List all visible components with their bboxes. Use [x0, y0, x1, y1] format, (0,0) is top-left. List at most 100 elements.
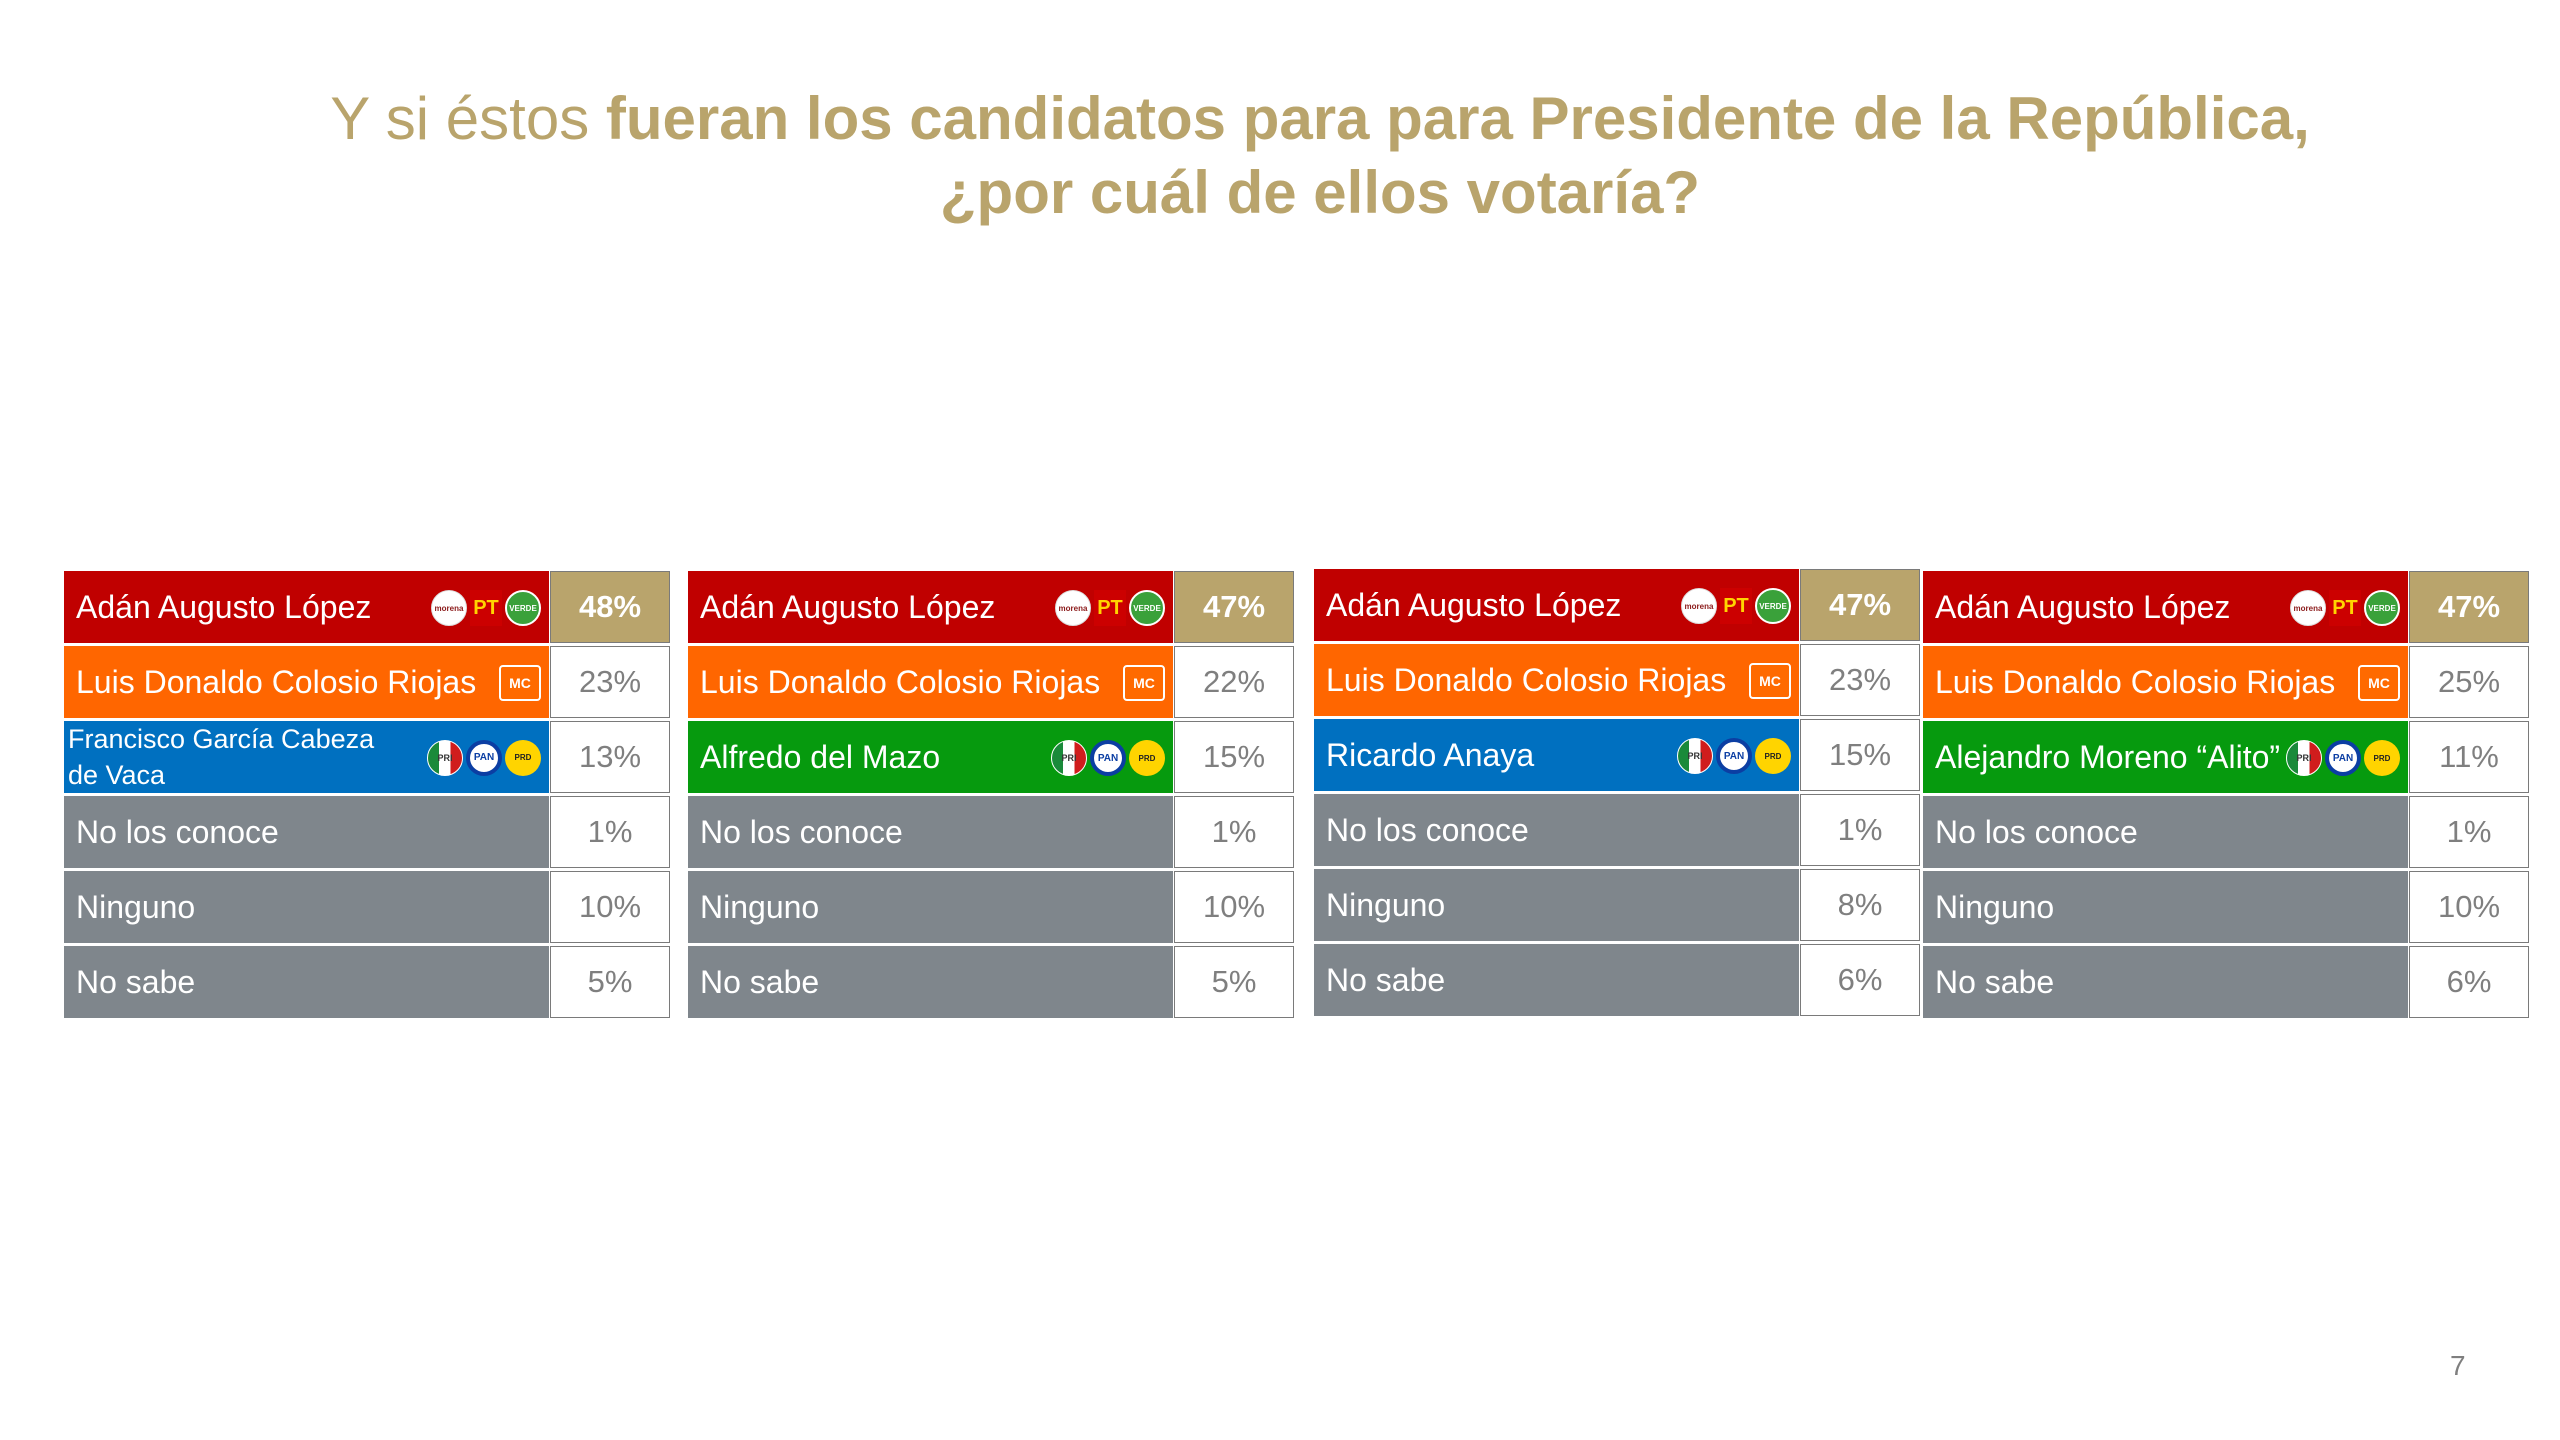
- row-label: Luis Donaldo Colosio Riojas MC: [688, 646, 1173, 718]
- row-label: Ricardo Anaya PRI PAN PRD: [1314, 719, 1799, 791]
- row-value: 47%: [1174, 571, 1294, 643]
- verde-logo-icon: VERDE: [505, 590, 541, 626]
- party-logos: morena PT VERDE: [1681, 587, 1791, 625]
- row-label: Adán Augusto López morena PT VERDE: [64, 571, 549, 643]
- party-logos: PRI PAN PRD: [1677, 737, 1791, 775]
- row-label: No sabe: [1923, 946, 2408, 1018]
- pan-logo-icon: PAN: [2325, 740, 2361, 776]
- party-logos: MC: [1123, 664, 1165, 702]
- row-label-text: Ninguno: [700, 888, 820, 925]
- page-number: 7: [2450, 1350, 2466, 1381]
- row-value: 10%: [2409, 871, 2529, 943]
- row-label-text: No sabe: [1326, 961, 1446, 998]
- pri-logo-icon: PRI: [1051, 740, 1087, 776]
- table-row: No los conoce 1%: [64, 796, 672, 870]
- row-label-text: Adán Augusto López: [1935, 588, 2231, 625]
- row-label: Francisco García Cabeza de Vaca PRI PAN PRD: [64, 721, 549, 793]
- row-label-text: No los conoce: [700, 813, 903, 850]
- mc-logo-icon: MC: [1749, 663, 1791, 699]
- row-value: 48%: [550, 571, 670, 643]
- verde-logo-icon: VERDE: [1129, 590, 1165, 626]
- table-row: Ninguno 10%: [688, 871, 1296, 945]
- row-label-text: No sabe: [1935, 963, 2055, 1000]
- row-label: Ninguno: [1923, 871, 2408, 943]
- table-row: Francisco García Cabeza de Vaca PRI PAN PRD…: [64, 721, 672, 795]
- poll-table-3: Adán Augusto López morena PT VERDE 47% Luis D…: [1314, 569, 1922, 1022]
- row-value: 1%: [1174, 796, 1294, 868]
- row-label: Ninguno: [688, 871, 1173, 943]
- party-logos: PRI PAN PRD: [1051, 739, 1165, 777]
- row-value: 15%: [1174, 721, 1294, 793]
- row-value: 10%: [550, 871, 670, 943]
- title-line-1: Y si éstos fueran los candidatos para pa…: [0, 82, 2560, 156]
- row-label-text: Luis Donaldo Colosio Riojas: [1326, 661, 1727, 698]
- row-label-text: Ninguno: [1326, 886, 1446, 923]
- row-value: 8%: [1800, 869, 1920, 941]
- table-row: Ricardo Anaya PRI PAN PRD 15%: [1314, 719, 1922, 793]
- verde-logo-icon: VERDE: [1755, 588, 1791, 624]
- party-logos: morena PT VERDE: [2290, 589, 2400, 627]
- row-label-text: Adán Augusto López: [700, 588, 996, 625]
- pri-logo-icon: PRI: [2286, 740, 2322, 776]
- row-value: 11%: [2409, 721, 2529, 793]
- table-row: Ninguno 8%: [1314, 869, 1922, 943]
- row-label: Ninguno: [1314, 869, 1799, 941]
- row-label: Luis Donaldo Colosio Riojas MC: [64, 646, 549, 718]
- table-row: Ninguno 10%: [1923, 871, 2531, 945]
- row-value: 6%: [2409, 946, 2529, 1018]
- party-logos: morena PT VERDE: [431, 589, 541, 627]
- row-label: Alejandro Moreno “Alito” PRI PAN PRD: [1923, 721, 2408, 793]
- morena-logo-icon: morena: [2290, 590, 2326, 626]
- row-label-text: No los conoce: [1935, 813, 2138, 850]
- table-row: No sabe 6%: [1314, 944, 1922, 1018]
- table-row: Luis Donaldo Colosio Riojas MC 23%: [1314, 644, 1922, 718]
- pt-logo-icon: PT: [1720, 588, 1752, 624]
- party-logos: morena PT VERDE: [1055, 589, 1165, 627]
- row-value: 47%: [2409, 571, 2529, 643]
- row-label: Adán Augusto López morena PT VERDE: [1923, 571, 2408, 643]
- poll-table-2: Adán Augusto López morena PT VERDE 47% Luis D…: [688, 571, 1296, 1024]
- party-logos: MC: [1749, 662, 1791, 700]
- prd-logo-icon: PRD: [505, 740, 541, 776]
- table-row: Luis Donaldo Colosio Riojas MC 25%: [1923, 646, 2531, 720]
- row-label: No los conoce: [1314, 794, 1799, 866]
- row-label: No sabe: [688, 946, 1173, 1018]
- table-row: Adán Augusto López morena PT VERDE 47%: [1923, 571, 2531, 645]
- morena-logo-icon: morena: [1681, 588, 1717, 624]
- row-label: No sabe: [1314, 944, 1799, 1016]
- row-label: Ninguno: [64, 871, 549, 943]
- party-logos: PRI PAN PRD: [427, 739, 541, 777]
- title-light: Y si éstos: [330, 85, 606, 152]
- row-value: 5%: [550, 946, 670, 1018]
- row-label-text: No los conoce: [1326, 811, 1529, 848]
- pan-logo-icon: PAN: [1090, 740, 1126, 776]
- party-logos: PRI PAN PRD: [2286, 739, 2400, 777]
- mc-logo-icon: MC: [2358, 665, 2400, 701]
- row-label-text: Alfredo del Mazo: [700, 738, 941, 775]
- pt-logo-icon: PT: [470, 590, 502, 626]
- prd-logo-icon: PRD: [1755, 738, 1791, 774]
- pan-logo-icon: PAN: [466, 740, 502, 776]
- row-value: 1%: [550, 796, 670, 868]
- row-label: No los conoce: [688, 796, 1173, 868]
- row-label-text: Alejandro Moreno “Alito”: [1935, 738, 2281, 775]
- row-value: 47%: [1800, 569, 1920, 641]
- mc-logo-icon: MC: [499, 665, 541, 701]
- row-label: Adán Augusto López morena PT VERDE: [688, 571, 1173, 643]
- row-label-text: Luis Donaldo Colosio Riojas: [76, 663, 477, 700]
- row-label-text: Adán Augusto López: [1326, 586, 1622, 623]
- table-row: Ninguno 10%: [64, 871, 672, 945]
- row-value: 13%: [550, 721, 670, 793]
- pt-logo-icon: PT: [2329, 590, 2361, 626]
- row-value: 6%: [1800, 944, 1920, 1016]
- row-label-text: Luis Donaldo Colosio Riojas: [1935, 663, 2336, 700]
- row-value: 25%: [2409, 646, 2529, 718]
- prd-logo-icon: PRD: [1129, 740, 1165, 776]
- table-row: No sabe 6%: [1923, 946, 2531, 1020]
- row-value: 10%: [1174, 871, 1294, 943]
- row-value: 5%: [1174, 946, 1294, 1018]
- pri-logo-icon: PRI: [427, 740, 463, 776]
- title-bold: fueran los candidatos para para Presiden…: [605, 85, 2310, 152]
- table-row: Luis Donaldo Colosio Riojas MC 23%: [64, 646, 672, 720]
- row-value: 15%: [1800, 719, 1920, 791]
